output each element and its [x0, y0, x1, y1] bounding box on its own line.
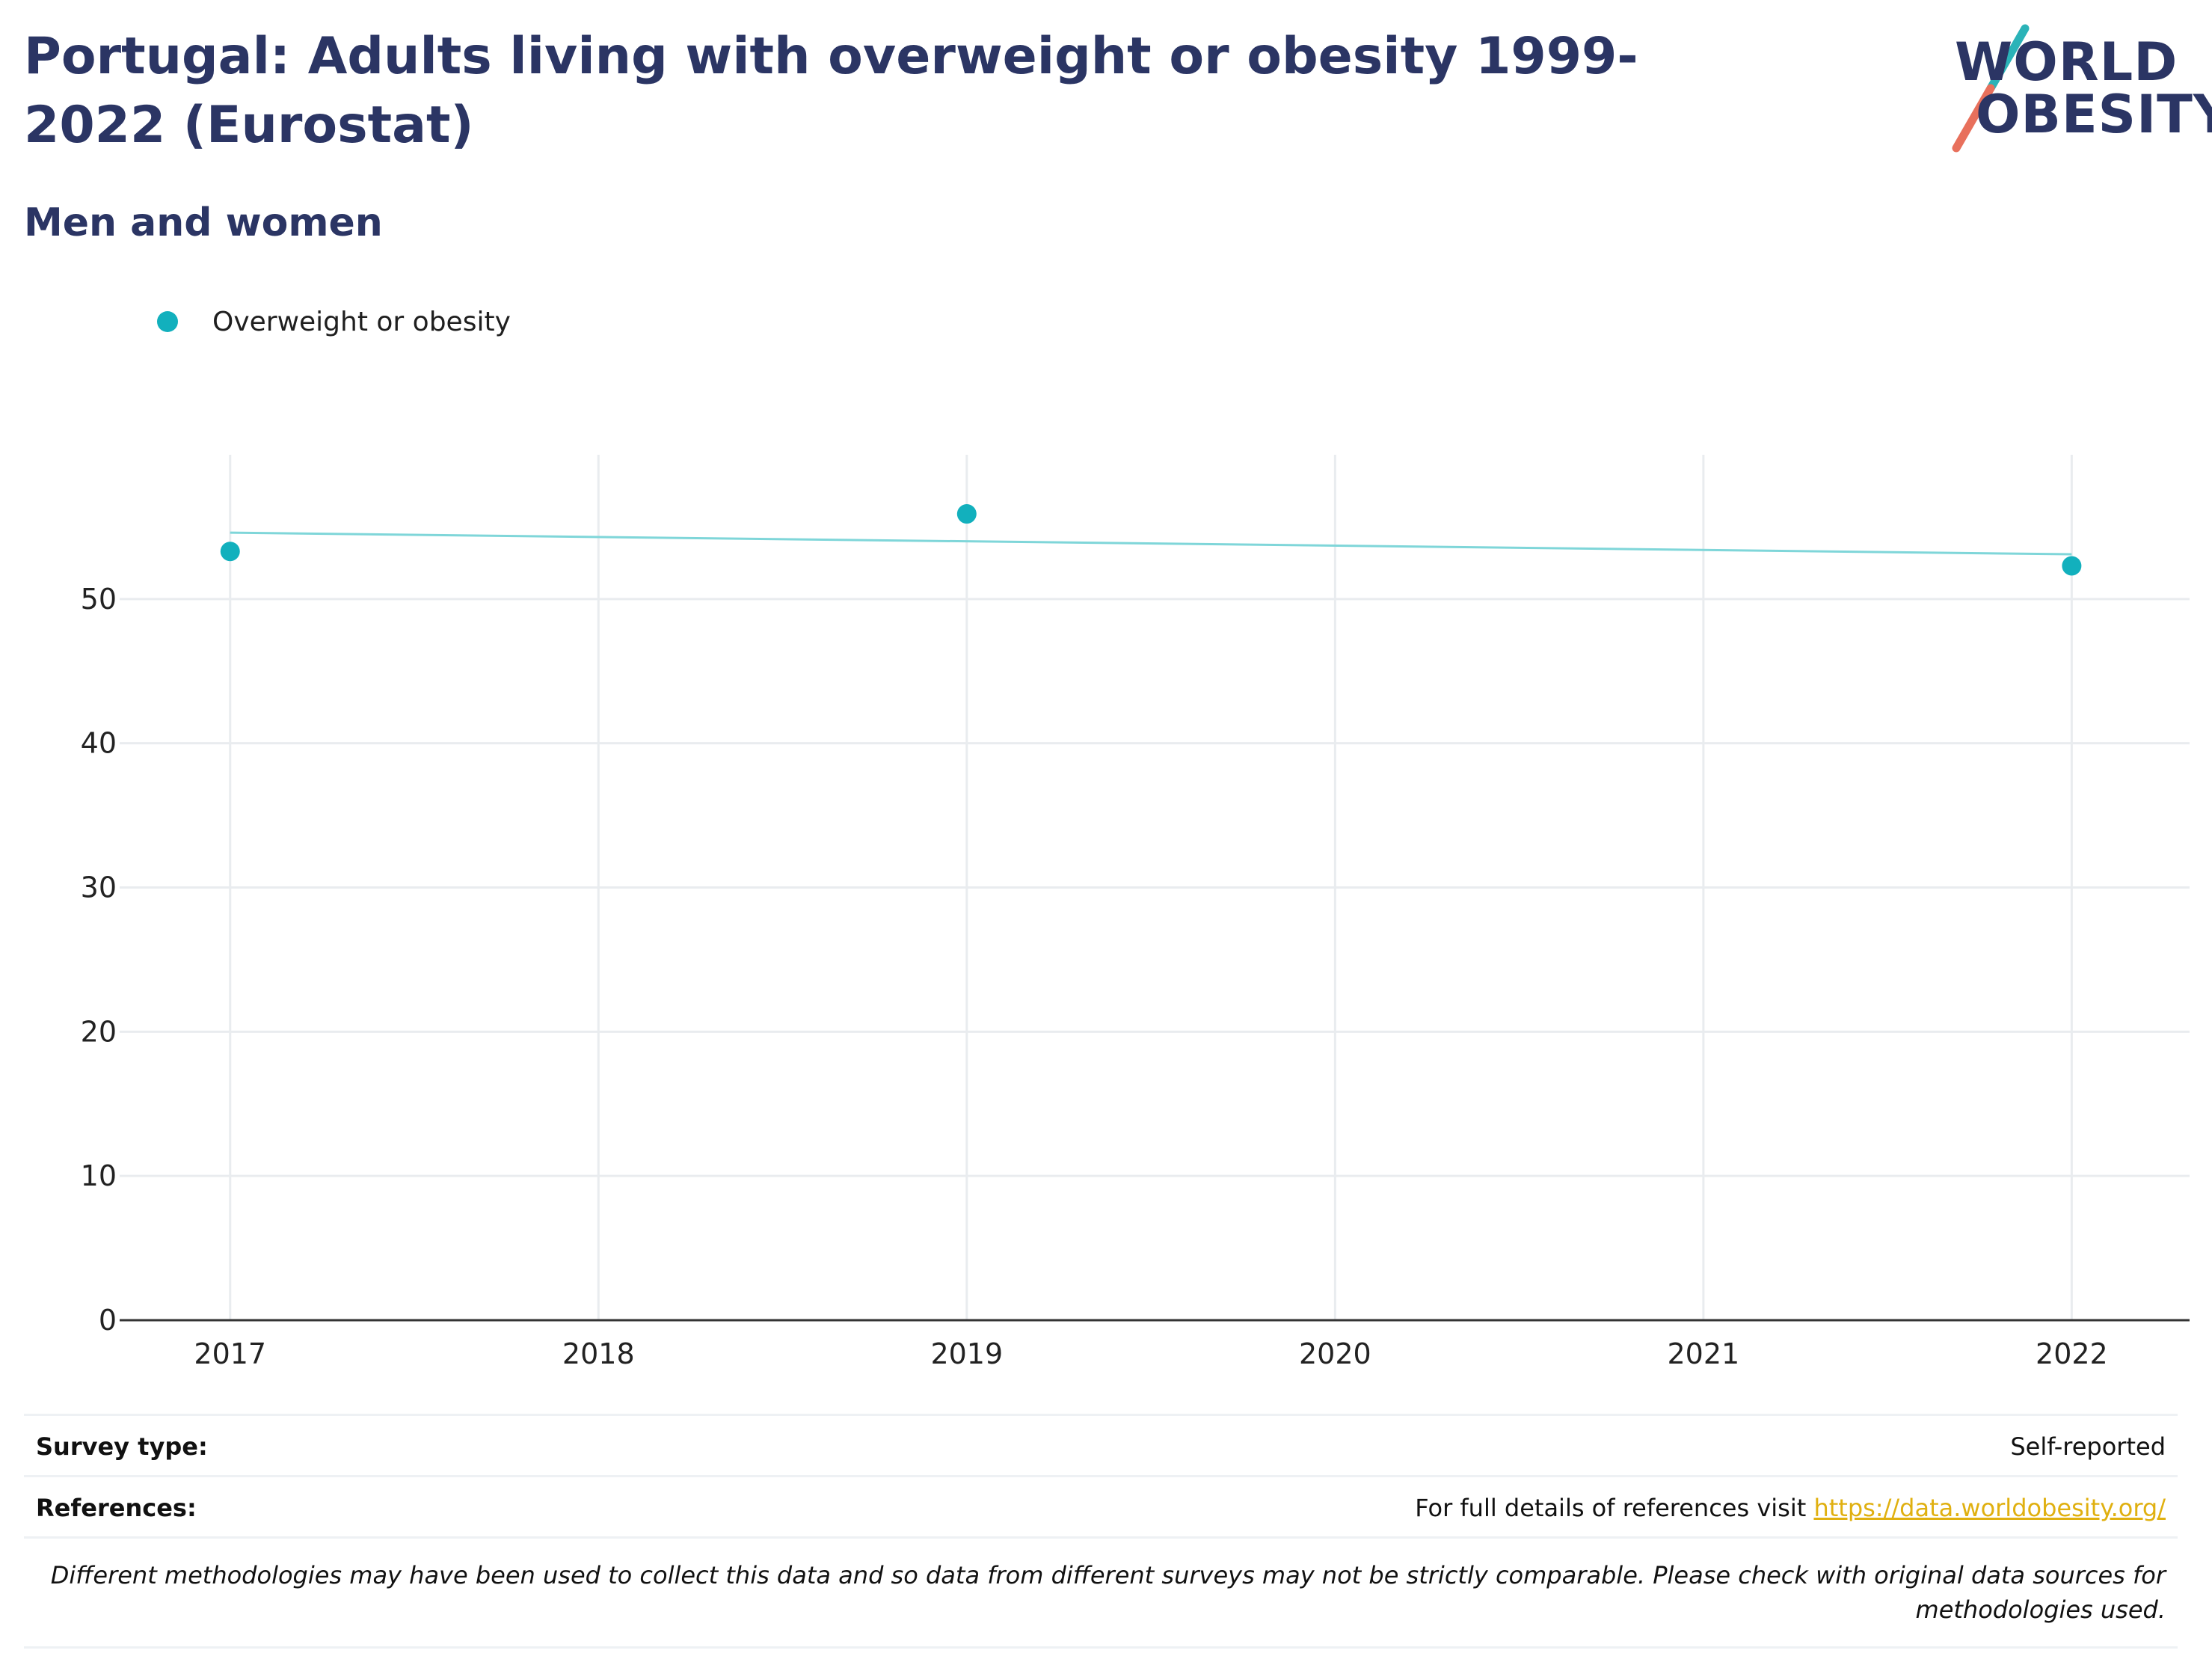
x-tick-label: 2017 — [194, 1337, 266, 1370]
logo-slash-icon — [1952, 24, 2030, 153]
references-value: For full details of references visit htt… — [1415, 1494, 2166, 1522]
legend-marker — [157, 311, 178, 332]
data-point — [220, 542, 240, 562]
y-tick-label: 40 — [81, 727, 117, 760]
references-link[interactable]: https://data.worldobesity.org/ — [1813, 1494, 2166, 1522]
survey-type-label: Survey type: — [36, 1432, 208, 1461]
world-obesity-logo: WORLD OBESITY — [1944, 22, 2212, 157]
scatter-chart: 0 10 20 30 40 50 2017 2018 2019 2020 2021 2022 — [81, 455, 2190, 1370]
survey-type-row: Survey type: Self-reported — [24, 1414, 2178, 1477]
y-tick-label: 0 — [99, 1304, 117, 1337]
x-tick-label: 2020 — [1299, 1337, 1371, 1370]
data-point — [2062, 556, 2082, 576]
x-tick-label: 2022 — [2036, 1337, 2108, 1370]
survey-type-value: Self-reported — [2010, 1432, 2166, 1461]
logo-word-world: WORLD — [1955, 31, 2178, 93]
data-point — [956, 504, 977, 524]
x-tick-label: 2021 — [1668, 1337, 1740, 1370]
references-text: For full details of references visit — [1415, 1494, 1814, 1522]
y-tick-label: 10 — [81, 1159, 117, 1192]
x-tick-label: 2019 — [930, 1337, 1003, 1370]
legend-label: Overweight or obesity — [212, 306, 511, 337]
references-label: References: — [36, 1494, 197, 1522]
references-row: References: For full details of referenc… — [24, 1475, 2178, 1539]
chart-legend[interactable]: Overweight or obesity — [157, 299, 511, 344]
chart-title: Portugal: Adults living with overweight … — [24, 27, 1638, 155]
logo-word-obesity: OBESITY — [1976, 84, 2212, 145]
trend-line — [230, 531, 2072, 556]
y-tick-label: 20 — [81, 1015, 117, 1048]
y-tick-label: 30 — [81, 871, 117, 904]
y-tick-label: 50 — [81, 583, 117, 616]
chart-subtitle: Men and women — [24, 200, 383, 245]
x-tick-label: 2018 — [562, 1337, 635, 1370]
methodology-disclaimer: Different methodologies may have been us… — [24, 1536, 2178, 1649]
